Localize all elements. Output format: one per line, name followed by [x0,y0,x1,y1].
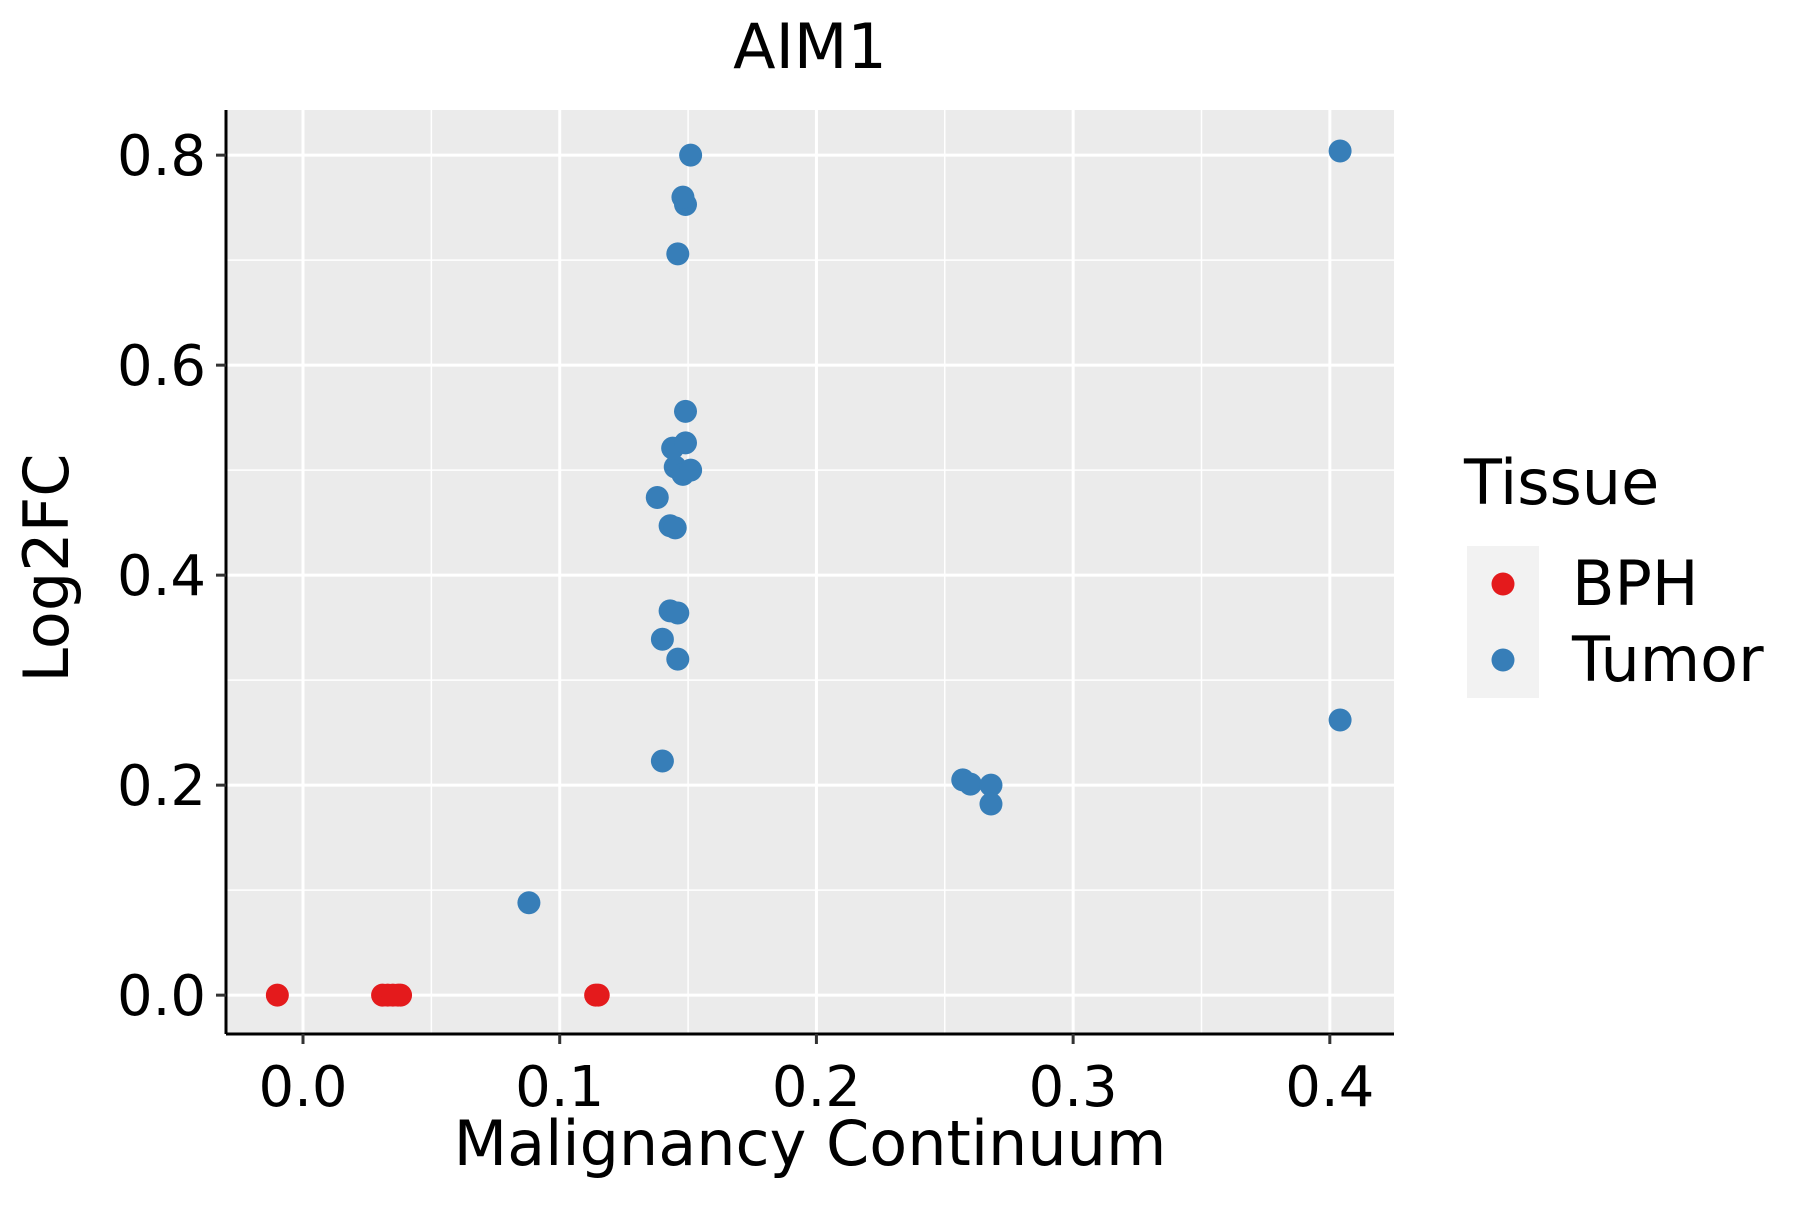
panel-background [226,110,1394,1034]
data-point-tumor [645,485,669,509]
data-point-bph [389,983,413,1007]
x-axis-label: Malignancy Continuum [454,1107,1167,1180]
data-point-tumor [666,242,690,266]
data-point-tumor [958,772,982,796]
y-tick-label: 0.6 [117,334,206,399]
x-tick-label: 0.2 [772,1055,861,1120]
x-tick-label: 0.3 [1029,1055,1118,1120]
data-point-tumor [1328,139,1352,163]
data-point-tumor [679,143,703,167]
y-tick-label: 0.4 [117,544,206,609]
data-point-tumor [517,891,541,915]
data-point-tumor [663,516,687,540]
legend-label-tumor: Tumor [1571,623,1764,696]
data-point-tumor [1328,708,1352,732]
data-point-tumor [671,185,695,209]
data-point-tumor [679,458,703,482]
data-point-tumor [650,627,674,651]
data-point-tumor [673,431,697,455]
legend-title: Tissue [1463,446,1659,519]
plot-area: 0.0 0.1 0.2 0.3 0.4 0.0 0.2 0.4 0.6 0.8 [117,110,1394,1120]
legend-marker-tumor [1491,648,1515,672]
y-axis-label: Log2FC [10,453,83,682]
data-point-tumor [979,792,1003,816]
data-point-bph [586,983,610,1007]
x-tick-label: 0.1 [515,1055,604,1120]
data-point-bph [265,983,289,1007]
data-point-tumor [979,773,1003,797]
chart-title: AIM1 [733,10,887,83]
data-point-tumor [650,749,674,773]
data-point-tumor [666,647,690,671]
y-tick-label: 0.2 [117,754,206,819]
data-point-tumor [673,399,697,423]
data-point-tumor [666,601,690,625]
legend-label-bph: BPH [1572,547,1699,620]
x-tick-label: 0.0 [258,1055,347,1120]
y-tick-label: 0.0 [117,964,206,1029]
y-tick-label: 0.8 [117,124,206,189]
x-tick-label: 0.4 [1285,1055,1374,1120]
legend-marker-bph [1491,572,1515,596]
